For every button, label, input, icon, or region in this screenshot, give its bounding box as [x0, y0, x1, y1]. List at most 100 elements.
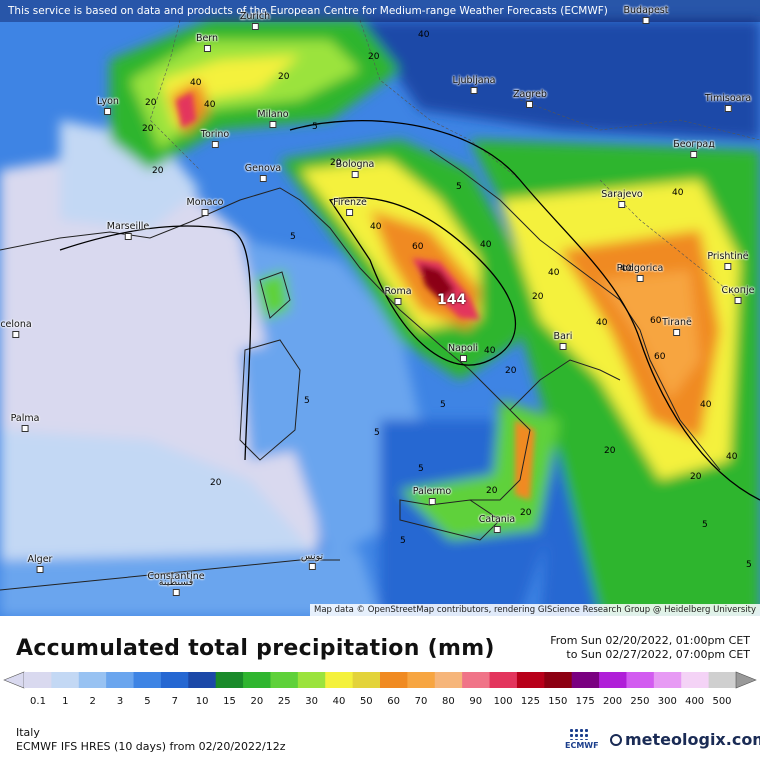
contour-label: 5 [702, 520, 708, 530]
legend-title: Accumulated total precipitation (mm) [16, 636, 495, 661]
scale-tick-label: 175 [575, 696, 595, 707]
contour-label: 20 [210, 478, 222, 488]
scale-tick-label: 250 [630, 696, 650, 707]
scale-swatch [599, 672, 627, 688]
city-label[interactable]: Constantine [147, 571, 205, 582]
scale-tick-label: 50 [359, 696, 373, 707]
city-label[interactable]: Napoli [448, 343, 478, 362]
city-label[interactable]: Palma [11, 413, 39, 432]
scale-tick-label: 70 [414, 696, 428, 707]
contour-label: 20 [368, 52, 380, 62]
contour-label: 5 [312, 122, 318, 132]
scale-min-arrow [3, 671, 25, 689]
contour-label: 40 [700, 400, 712, 410]
contour-label: 40 [204, 100, 216, 110]
city-label[interactable]: تونس [301, 551, 323, 570]
scale-swatch [215, 672, 244, 688]
scale-tick-label: 125 [520, 696, 541, 707]
scale-swatch [106, 672, 135, 688]
scale-swatch [708, 672, 737, 688]
contour-label: 20 [604, 446, 616, 456]
ecmwf-logo-icon [569, 728, 589, 740]
contour-label: 5 [304, 396, 310, 406]
city-label[interactable]: Bari [554, 331, 572, 350]
contour-label: 20 [142, 124, 154, 134]
city-label[interactable]: Zagreb [513, 89, 547, 108]
scale-tick-label: 7 [171, 696, 178, 707]
scale-swatch [78, 672, 107, 688]
scale-swatch [462, 672, 491, 688]
scale-tick-label: 10 [195, 696, 209, 707]
model-run-label: ECMWF IFS HRES (10 days) from 02/20/2022… [16, 740, 286, 753]
city-label[interactable]: Milano [257, 109, 289, 128]
contour-label: 40 [548, 268, 560, 278]
scale-tick-label: 400 [685, 696, 705, 707]
scale-tick-label: 90 [469, 696, 483, 707]
ecmwf-logo[interactable]: ECMWF [565, 728, 599, 754]
scale-swatch [352, 672, 381, 688]
city-label[interactable]: Monaco [187, 197, 223, 216]
scale-swatch [681, 672, 710, 688]
contour-label: 40 [190, 78, 202, 88]
city-label[interactable]: Alger [28, 554, 52, 573]
scale-tick-label: 150 [548, 696, 568, 707]
contour-label: 20 [520, 508, 532, 518]
contour-label: 40 [484, 346, 496, 356]
city-label[interactable]: Catania [479, 514, 515, 533]
scale-swatch [653, 672, 682, 688]
city-label[interactable]: Zurich [240, 11, 270, 30]
city-label[interactable]: Torino [201, 129, 229, 148]
scale-swatch [133, 672, 162, 688]
city-label[interactable]: Marseille [107, 221, 149, 240]
city-label[interactable]: قسنطينة [159, 577, 193, 596]
city-label[interactable]: Firenze [333, 197, 367, 216]
city-label[interactable]: Budapest [624, 5, 668, 24]
scale-swatch [407, 672, 436, 688]
city-label[interactable]: Podgorica [617, 263, 663, 282]
city-label[interactable]: Lyon [97, 96, 119, 115]
contour-label: 40 [418, 30, 430, 40]
contour-label: 5 [456, 182, 462, 192]
city-label[interactable]: Timisoara [705, 93, 751, 112]
scale-tick-label: 0.1 [30, 696, 46, 707]
city-label[interactable]: Bologna [336, 159, 374, 178]
contour-label: 40 [726, 452, 738, 462]
city-label[interactable]: Tiranë [662, 317, 692, 336]
city-label[interactable]: Скопје [722, 285, 754, 304]
city-label[interactable]: Београд [673, 139, 715, 158]
scale-tick-label: 1 [62, 696, 69, 707]
city-label[interactable]: Bern [196, 33, 218, 52]
scale-tick-label: 60 [387, 696, 401, 707]
scale-tick-label: 3 [116, 696, 124, 707]
city-label[interactable]: Palermo [413, 486, 451, 505]
scale-swatch [325, 672, 354, 688]
scale-tick-label: 30 [305, 696, 318, 707]
scale-swatch [516, 672, 545, 688]
meteologix-logo[interactable]: meteologix.com [610, 730, 760, 749]
scale-tick-label: 20 [250, 696, 264, 707]
precipitation-map[interactable]: This service is based on data and produc… [0, 0, 760, 616]
city-label[interactable]: Prishtinë [707, 251, 749, 270]
city-label[interactable]: Roma [384, 286, 412, 305]
data-notice-banner: This service is based on data and produc… [0, 0, 760, 22]
period-from: From Sun 02/20/2022, 01:00pm CET [550, 634, 750, 647]
scale-tick-label: 25 [277, 696, 291, 707]
scale-tick-label: 80 [442, 696, 455, 707]
scale-tick-label: 500 [712, 696, 732, 707]
scale-swatch [270, 672, 299, 688]
city-label[interactable]: Ljubljana [453, 75, 495, 94]
contour-label: 60 [654, 352, 666, 362]
city-label[interactable]: Sarajevo [601, 189, 643, 208]
color-scale-bar [3, 671, 757, 689]
scale-tick-label: 100 [493, 696, 513, 707]
contour-label: 40 [672, 188, 684, 198]
map-attribution[interactable]: Map data © OpenStreetMap contributors, r… [310, 604, 760, 616]
city-label[interactable]: celona [0, 319, 32, 338]
forecast-period: From Sun 02/20/2022, 01:00pm CET to Sun … [550, 634, 750, 662]
scale-swatch [626, 672, 655, 688]
contour-label: 20 [145, 98, 157, 108]
map-canvas [0, 0, 760, 616]
city-label[interactable]: Genova [245, 163, 281, 182]
scale-swatch [160, 672, 189, 688]
legend-footer: Accumulated total precipitation (mm) Fro… [0, 616, 760, 760]
